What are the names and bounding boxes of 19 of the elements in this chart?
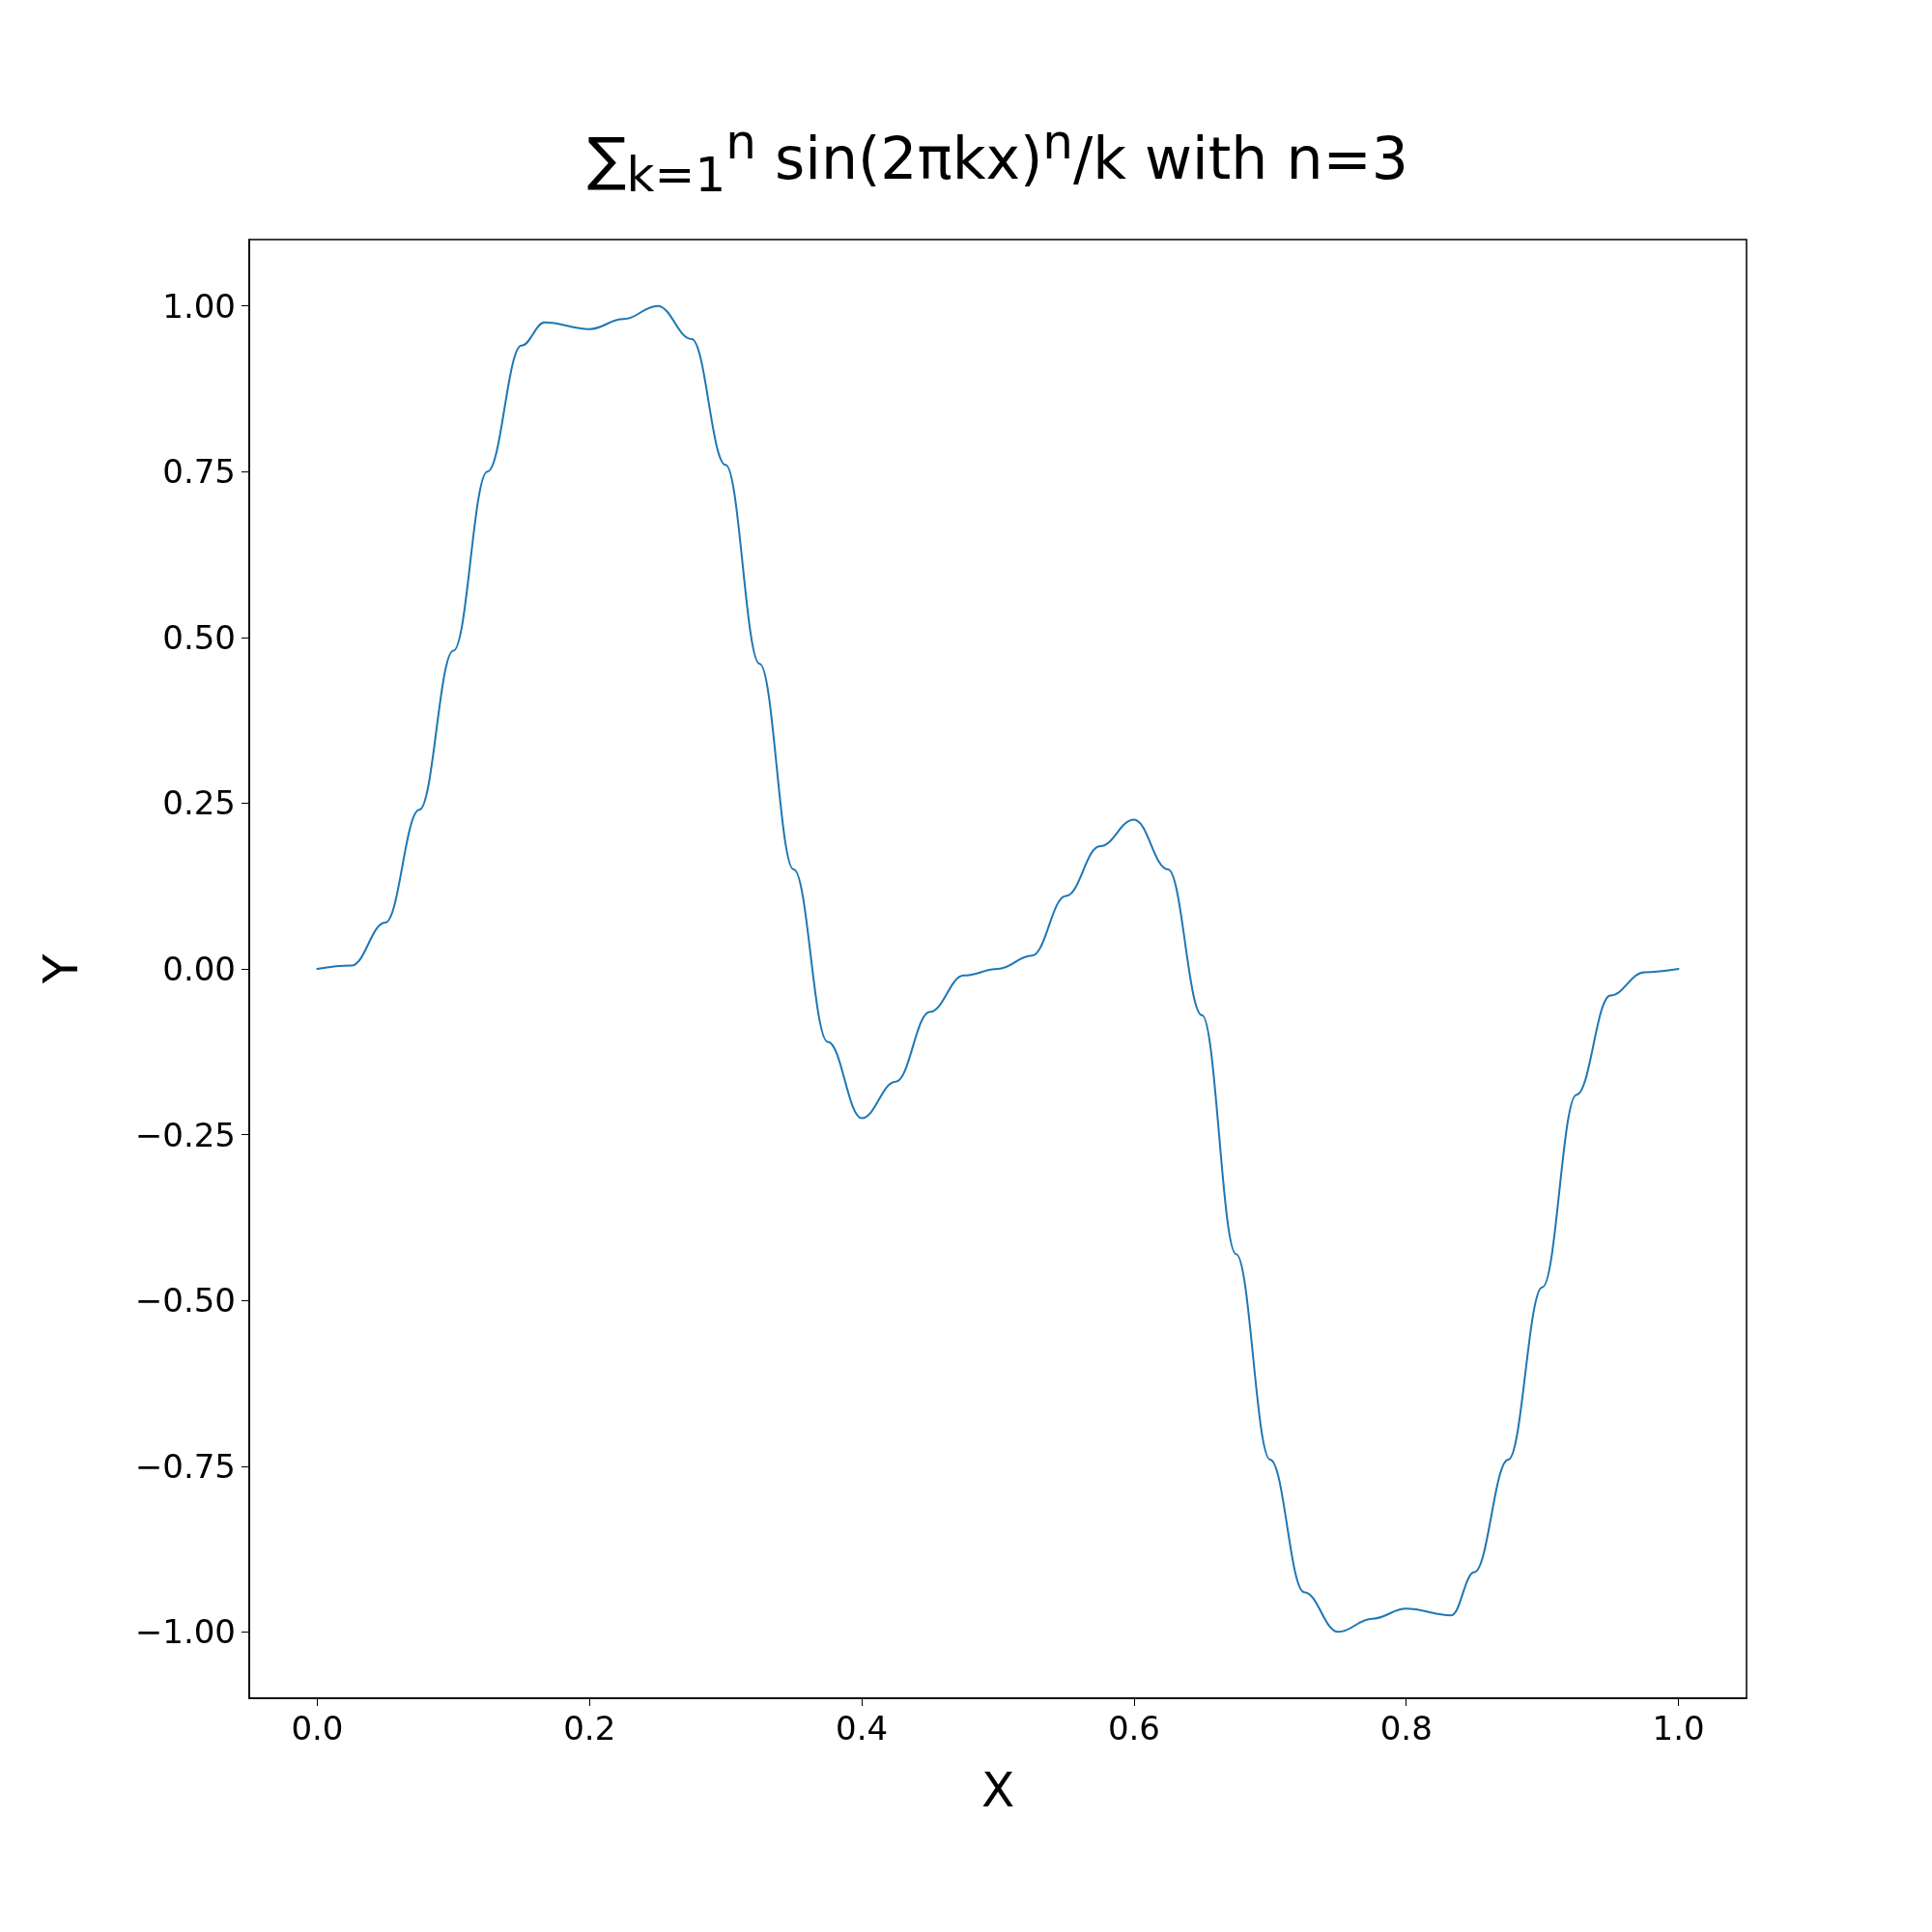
y-axis-title: Y xyxy=(33,953,89,985)
y-tick-label: 1.00 xyxy=(162,286,236,326)
y-tick-label: −0.75 xyxy=(134,1446,236,1486)
x-axis-title: X xyxy=(980,1762,1015,1818)
y-tick-label: −0.50 xyxy=(134,1281,236,1321)
chart-title: ∑$_{k=1}$$^{n}$ sin(2πkx)$^{n}$/k with n=3 xyxy=(586,114,1409,203)
x-tick-label: 0.6 xyxy=(1107,1709,1160,1747)
x-tick-label: 0.4 xyxy=(836,1709,889,1747)
y-tick-label: 0.00 xyxy=(162,950,236,988)
line-series xyxy=(316,304,1680,1634)
x-tick-label: 0.0 xyxy=(291,1709,344,1747)
y-tick-label: −1.00 xyxy=(134,1612,236,1652)
y-tick-label: −0.25 xyxy=(134,1115,236,1154)
y-tick-label: 0.50 xyxy=(162,617,236,657)
y-tick-label: 0.75 xyxy=(162,452,236,492)
x-tick-label: 0.2 xyxy=(563,1709,616,1747)
x-tick-label: 1.0 xyxy=(1652,1709,1705,1747)
y-tick-label: 0.25 xyxy=(162,783,236,823)
x-tick-label: 0.8 xyxy=(1379,1709,1433,1747)
